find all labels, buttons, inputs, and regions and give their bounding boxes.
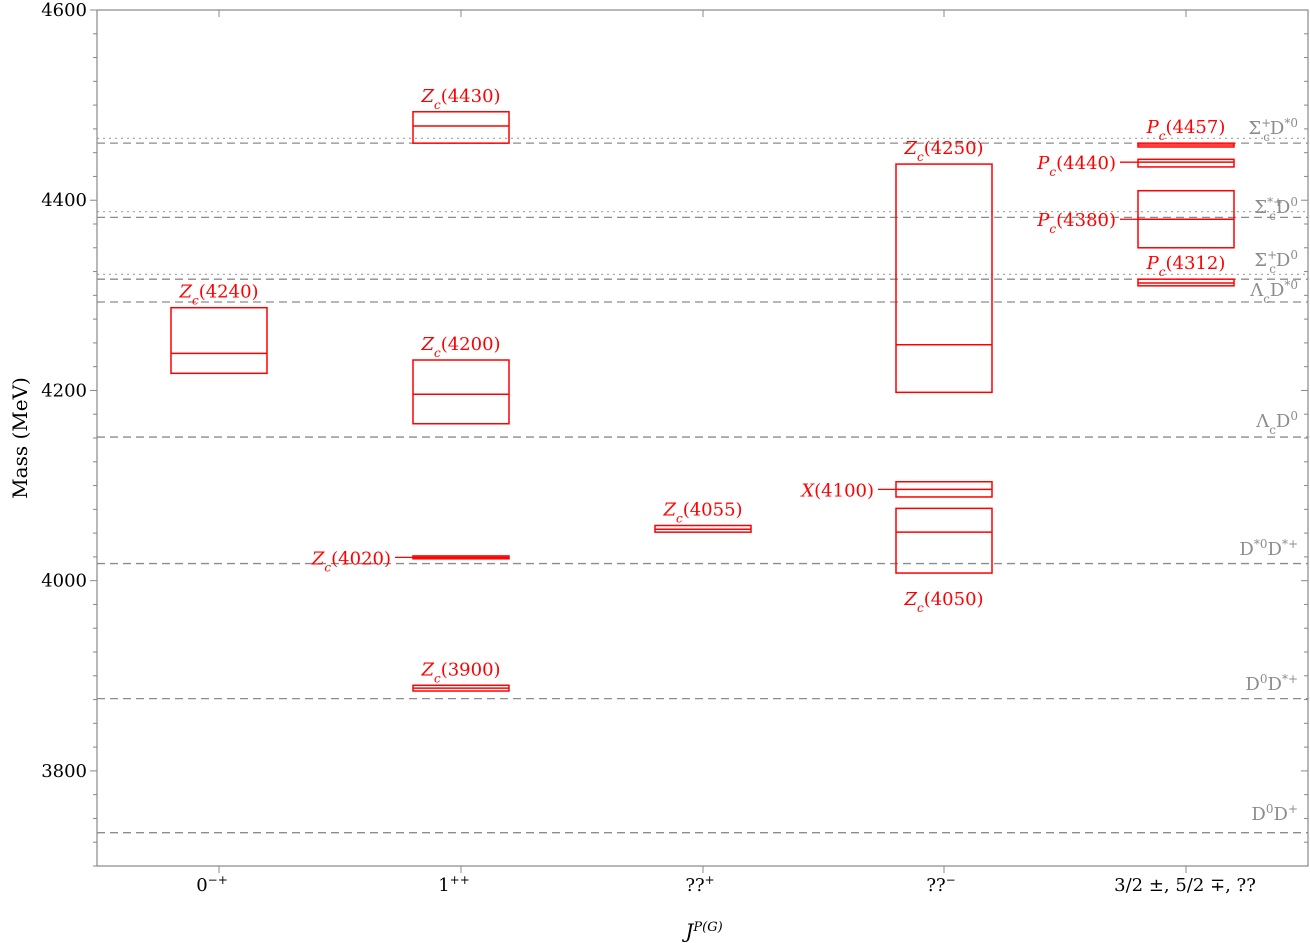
threshold-lines <box>97 137 1308 834</box>
threshold-label-SigmacstarD0: Σ*+ cD0 <box>1254 195 1298 223</box>
state-label: Pc(4312) <box>1146 253 1226 279</box>
state-label: X(4100) <box>799 480 874 501</box>
state-label: Pc(4380) <box>1036 210 1116 236</box>
state-label: Zc(4055) <box>662 500 742 526</box>
x-tick-label-3: ??− <box>926 873 955 896</box>
y-tick-label: 4400 <box>41 190 87 211</box>
state-box <box>412 359 510 425</box>
state-labels: Zc(4240) Zc(4430) Zc(4200) Zc(4020) Zc(3900)… <box>178 86 1225 686</box>
state-label: Zc(4430) <box>420 86 500 112</box>
state-label: Pc(4457) <box>1146 117 1226 143</box>
state-label: Zc(4200) <box>420 334 500 360</box>
threshold-label-Dstar0Dstarplus: D*0D*+ <box>1239 537 1298 560</box>
threshold-labels: D0D+ D0D*+ D*0D*+ ΛcD0 ΛcD*0 Σ+ cD0 Σ*+ cD… <box>1239 116 1298 825</box>
x-tick-label-0: 0−+ <box>196 873 228 896</box>
y-axis-title: Mass (MeV) <box>8 377 32 499</box>
y-tick-label: 4600 <box>41 0 87 21</box>
threshold-label-D0Dplus: D0D+ <box>1251 802 1298 825</box>
state-box <box>170 306 268 375</box>
threshold-label-SigmacD0: Σ+ cD0 <box>1254 248 1298 276</box>
y-tick-label: 4000 <box>41 571 87 592</box>
state-label: Zc(3900) <box>420 659 500 685</box>
x-tick-label-1: 1++ <box>438 873 470 896</box>
state-label: Pc(4440) <box>1036 153 1116 179</box>
y-axis-ticks: 3800 4000 4200 4400 4600 <box>41 0 1308 867</box>
x-axis-title: JP(G) <box>681 919 722 943</box>
x-tick-labels: 0−+ 1++ ??+ ??− 3/2 ±, 5/2 ∓, ?? <box>196 873 1256 896</box>
x-tick-label-2: ??+ <box>685 873 714 896</box>
state-label: Zc(4050) <box>903 589 983 615</box>
threshold-label-SigmacDstar0: Σ+ cD*0 <box>1248 116 1298 144</box>
state-box <box>1137 158 1235 168</box>
y-tick-label: 4200 <box>41 380 87 401</box>
state-label: Zc(4020) <box>311 548 391 574</box>
y-tick-label: 3800 <box>41 761 87 782</box>
state-box <box>895 507 993 574</box>
threshold-label-LambdacD0: ΛcD0 <box>1255 409 1298 437</box>
state-label: Zc(4250) <box>903 138 983 164</box>
x-axis-ticks <box>218 10 1187 873</box>
state-box <box>412 111 510 144</box>
x-tick-label-4: 3/2 ±, 5/2 ∓, ?? <box>1114 875 1256 896</box>
threshold-label-D0Dstarplus: D0D*+ <box>1245 672 1298 695</box>
state-box <box>895 163 993 394</box>
state-boxes <box>170 111 1235 692</box>
state-label: Zc(4240) <box>178 282 258 308</box>
